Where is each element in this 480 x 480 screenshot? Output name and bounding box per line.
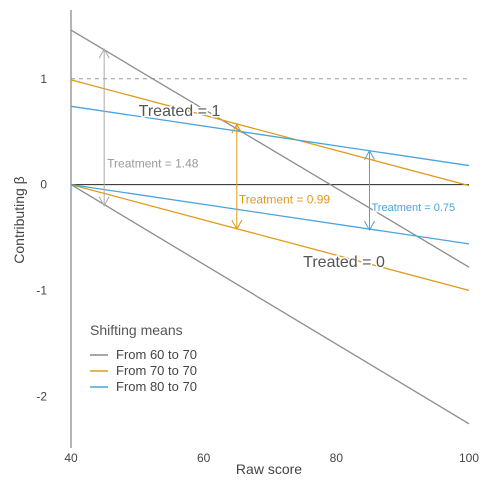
x-tick-label-100: 100 [459, 451, 479, 465]
arrowhead-bottom-1 [231, 219, 243, 231]
legend-label-2: From 80 to 70 [116, 379, 197, 394]
series-line-treated-1-1 [70, 79, 470, 187]
series-line-treated-0-4 [70, 183, 470, 292]
treatment-label-2: Treatment = 0.75 [372, 202, 456, 214]
series-line-treated-0-5 [70, 183, 470, 245]
y-tick-label--1: -1 [36, 283, 47, 297]
arrowhead-top-2 [364, 149, 375, 160]
series-line-treated-1-2 [70, 105, 470, 167]
group-label-0: Treated = 1 [139, 103, 221, 120]
x-axis-label: Raw score [236, 461, 302, 477]
arrowhead-bottom-2 [364, 220, 375, 232]
legend-label-0: From 60 to 70 [116, 347, 197, 362]
legend-label-1: From 70 to 70 [116, 363, 197, 378]
series-line-treated-1-0 [70, 29, 470, 268]
y-tick-label-1: 1 [40, 72, 47, 86]
series-line-treated-0-3 [70, 184, 470, 425]
arrowhead-top-1 [231, 123, 243, 134]
group-label-1: Treated = 0 [303, 254, 385, 271]
x-tick-label-80: 80 [330, 451, 344, 465]
treatment-label-0: Treatment = 1.48 [107, 156, 199, 170]
y-axis-label: Contributing β [11, 176, 27, 263]
legend-title: Shifting means [90, 322, 183, 338]
y-tick-label--2: -2 [36, 389, 47, 403]
arrowhead-top-0 [98, 48, 110, 59]
x-tick-label-40: 40 [64, 451, 78, 465]
y-tick-label-0: 0 [40, 178, 47, 192]
arrowhead-bottom-0 [98, 196, 110, 207]
x-tick-label-60: 60 [197, 451, 211, 465]
treatment-label-1: Treatment = 0.99 [239, 192, 331, 206]
